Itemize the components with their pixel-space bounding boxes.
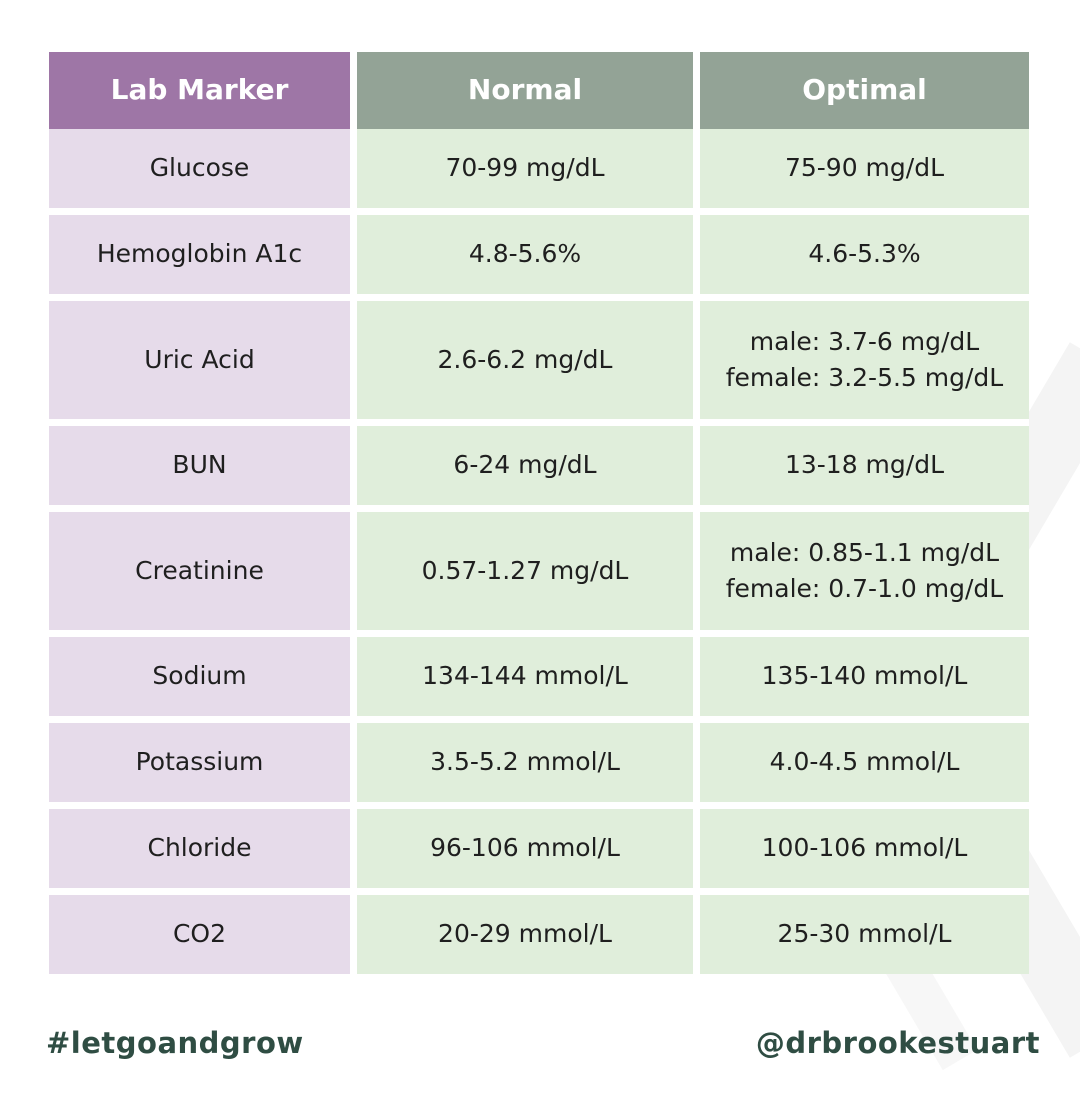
table-row: CO2 20-29 mmol/L 25-30 mmol/L — [49, 895, 1029, 974]
normal-range-cell: 3.5-5.2 mmol/L — [357, 723, 700, 809]
normal-range-cell: 96-106 mmol/L — [357, 809, 700, 895]
normal-range-cell: 20-29 mmol/L — [357, 895, 700, 974]
lab-marker-cell: Potassium — [49, 723, 357, 809]
optimal-range-line: male: 3.7-6 mg/dL — [749, 326, 980, 356]
optimal-range-line: 135-140 mmol/L — [761, 661, 968, 691]
table-row: Creatinine 0.57-1.27 mg/dL male: 0.85-1.1 … — [49, 512, 1029, 637]
optimal-range-cell: 4.6-5.3% — [700, 215, 1029, 301]
table-row: Sodium 134-144 mmol/L 135-140 mmol/L — [49, 637, 1029, 723]
table-row: Uric Acid 2.6-6.2 mg/dL male: 3.7-6 mg/dL f… — [49, 301, 1029, 426]
optimal-range-line: 75-90 mg/dL — [784, 153, 945, 183]
optimal-range-line: 25-30 mmol/L — [777, 919, 952, 949]
social-handle: @drbrookestuart — [755, 1026, 1040, 1060]
table-row: Glucose 70-99 mg/dL 75-90 mg/dL — [49, 129, 1029, 215]
optimal-range-cell: 100-106 mmol/L — [700, 809, 1029, 895]
normal-range-cell: 6-24 mg/dL — [357, 426, 700, 512]
table-row: BUN 6-24 mg/dL 13-18 mg/dL — [49, 426, 1029, 512]
lab-marker-cell: Glucose — [49, 129, 357, 215]
optimal-range-line: female: 3.2-5.5 mg/dL — [725, 363, 1004, 392]
lab-marker-cell: Sodium — [49, 637, 357, 723]
lab-marker-cell: Uric Acid — [49, 301, 357, 426]
table-header-row: Lab Marker Normal Optimal — [49, 52, 1029, 129]
hashtag-text: #letgoandgrow — [46, 1026, 304, 1060]
table-row: Hemoglobin A1c 4.8-5.6% 4.6-5.3% — [49, 215, 1029, 301]
optimal-range-cell: 13-18 mg/dL — [700, 426, 1029, 512]
optimal-range-cell: 135-140 mmol/L — [700, 637, 1029, 723]
optimal-range-cell: 75-90 mg/dL — [700, 129, 1029, 215]
normal-range-cell: 4.8-5.6% — [357, 215, 700, 301]
header-lab-marker: Lab Marker — [49, 52, 357, 129]
optimal-range-line: 4.6-5.3% — [808, 239, 921, 269]
header-optimal: Optimal — [700, 52, 1029, 129]
optimal-range-line: male: 0.85-1.1 mg/dL — [729, 537, 1000, 567]
optimal-range-cell: male: 0.85-1.1 mg/dL female: 0.7-1.0 mg/d… — [700, 512, 1029, 637]
normal-range-cell: 134-144 mmol/L — [357, 637, 700, 723]
optimal-range-cell: 25-30 mmol/L — [700, 895, 1029, 974]
lab-marker-cell: Hemoglobin A1c — [49, 215, 357, 301]
lab-marker-cell: Chloride — [49, 809, 357, 895]
lab-marker-cell: Creatinine — [49, 512, 357, 637]
normal-range-cell: 70-99 mg/dL — [357, 129, 700, 215]
optimal-range-cell: 4.0-4.5 mmol/L — [700, 723, 1029, 809]
table-body: Glucose 70-99 mg/dL 75-90 mg/dL Hemoglobin … — [49, 129, 1029, 974]
normal-range-cell: 2.6-6.2 mg/dL — [357, 301, 700, 426]
lab-marker-cell: CO2 — [49, 895, 357, 974]
table-row: Chloride 96-106 mmol/L 100-106 mmol/L — [49, 809, 1029, 895]
header-normal: Normal — [357, 52, 700, 129]
optimal-range-line: female: 0.7-1.0 mg/dL — [725, 574, 1004, 603]
lab-marker-cell: BUN — [49, 426, 357, 512]
optimal-range-line: 4.0-4.5 mmol/L — [769, 747, 960, 777]
normal-range-cell: 0.57-1.27 mg/dL — [357, 512, 700, 637]
table-row: Potassium 3.5-5.2 mmol/L 4.0-4.5 mmol/L — [49, 723, 1029, 809]
optimal-range-line: 100-106 mmol/L — [761, 833, 968, 863]
optimal-range-line: 13-18 mg/dL — [784, 450, 945, 480]
lab-marker-table: Lab Marker Normal Optimal Glucose 70-99 m… — [49, 52, 1029, 974]
optimal-range-cell: male: 3.7-6 mg/dL female: 3.2-5.5 mg/dL — [700, 301, 1029, 426]
